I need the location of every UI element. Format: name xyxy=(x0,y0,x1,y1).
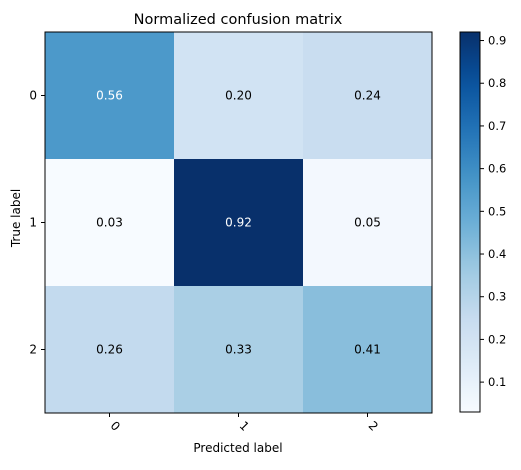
colorbar-tick-label: 0.4 xyxy=(488,247,506,261)
colorbar-tick-label: 0.8 xyxy=(488,76,506,90)
x-tick-label: 2 xyxy=(366,419,381,434)
x-tick-label: 1 xyxy=(237,419,252,434)
heatmap-cell xyxy=(303,32,433,160)
cell-value-label: 0.05 xyxy=(354,216,381,230)
colorbar-tick-label: 0.3 xyxy=(488,290,506,304)
colorbar-tick-label: 0.6 xyxy=(488,162,506,176)
heatmap-cell xyxy=(303,286,433,414)
chart-title: Normalized confusion matrix xyxy=(134,12,343,28)
colorbar-tick-label: 0.5 xyxy=(488,204,506,218)
x-tick-label: 0 xyxy=(108,419,123,434)
heatmap-cell xyxy=(174,32,304,160)
heatmap-cells xyxy=(45,32,433,414)
heatmap-cell xyxy=(174,159,304,287)
cell-value-label: 0.24 xyxy=(354,89,381,103)
colorbar xyxy=(459,31,481,413)
y-tick-label: 1 xyxy=(29,216,37,230)
cell-value-label: 0.56 xyxy=(96,89,123,103)
cell-value-label: 0.41 xyxy=(354,343,381,357)
cell-value-label: 0.33 xyxy=(225,343,252,357)
heatmap-cell xyxy=(303,159,433,287)
colorbar-tick-label: 0.2 xyxy=(488,332,506,346)
colorbar-tick-label: 0.7 xyxy=(488,119,506,133)
heatmap-cell xyxy=(45,286,175,414)
y-axis-label: True label xyxy=(9,189,23,248)
x-axis-label: Predicted label xyxy=(193,441,282,455)
colorbar-tick-label: 0.1 xyxy=(488,375,506,389)
heatmap-cell xyxy=(45,32,175,160)
heatmap-cell-labels: 0.56 0.20 0.24 0.03 0.92 0.05 0.26 0.33 0.41 xyxy=(96,89,381,357)
heatmap-cell xyxy=(174,286,304,414)
x-axis-ticks: 0 1 2 xyxy=(108,413,381,434)
cell-value-label: 0.20 xyxy=(225,89,252,103)
y-tick-label: 2 xyxy=(29,343,37,357)
cell-value-label: 0.92 xyxy=(225,216,252,230)
y-axis-ticks: 0 1 2 xyxy=(29,89,45,357)
cell-value-label: 0.26 xyxy=(96,343,123,357)
colorbar-tick-label: 0.9 xyxy=(488,34,506,48)
heatmap-cell xyxy=(45,159,175,287)
cell-value-label: 0.03 xyxy=(96,216,123,230)
y-tick-label: 0 xyxy=(29,89,37,103)
colorbar-ticks: 0.1 0.2 0.3 0.4 0.5 0.6 0.7 0.8 0.9 xyxy=(480,34,506,389)
